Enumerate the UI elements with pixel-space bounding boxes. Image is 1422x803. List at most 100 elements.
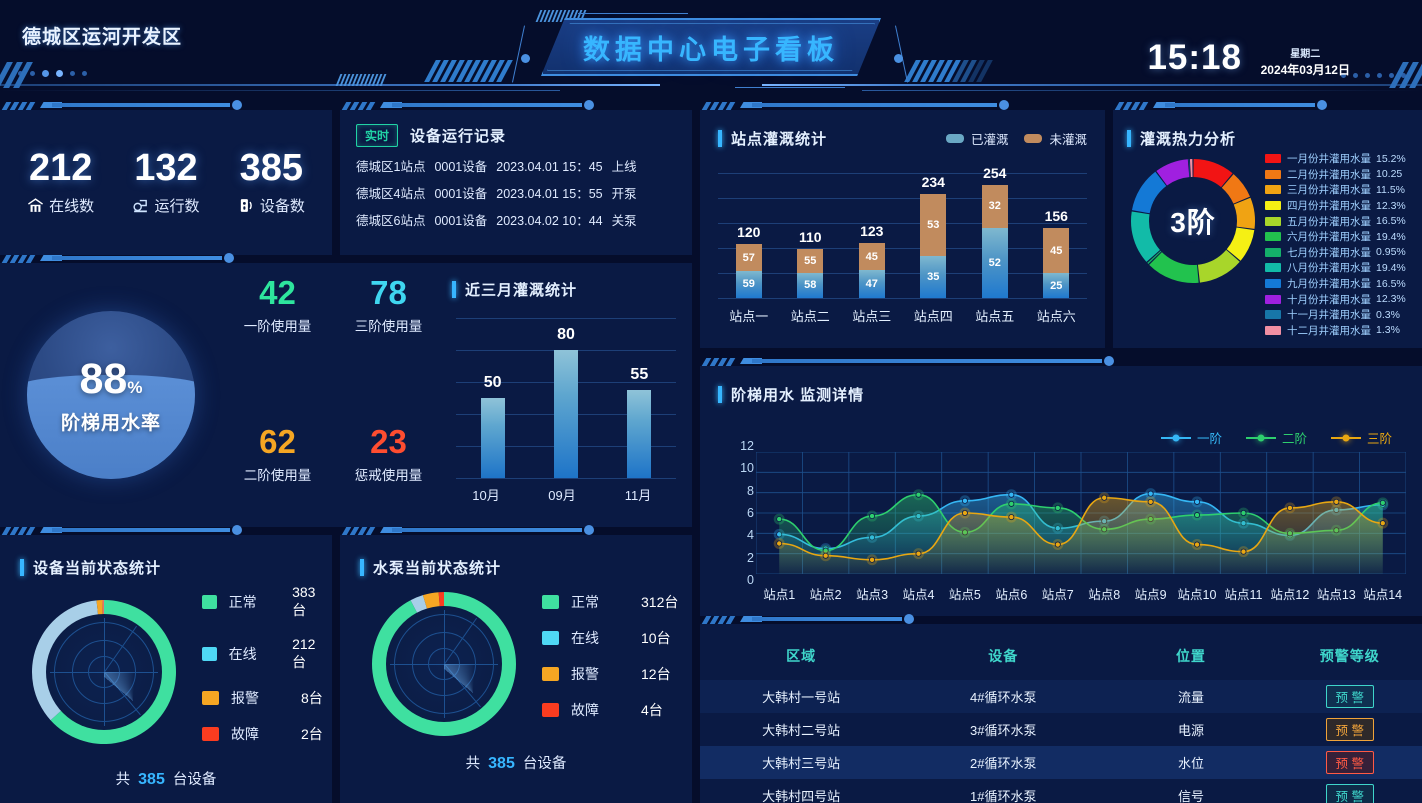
- data-point[interactable]: [1286, 504, 1293, 511]
- table-row[interactable]: 大韩村一号站 4#循环水泵 流量 预 警: [700, 680, 1422, 713]
- series-legend-二阶[interactable]: 二阶: [1245, 428, 1307, 447]
- stacked-bar[interactable]: 254 32 52: [981, 165, 1008, 298]
- series-legend-一阶[interactable]: 一阶: [1160, 428, 1222, 447]
- pump-status-title: 水泵当前状态统计: [373, 560, 502, 577]
- donut-slice[interactable]: [1149, 252, 1199, 283]
- heat-legend-row[interactable]: 七月份井灌用水量 0.95%: [1265, 245, 1406, 261]
- kpi-devices: 385 设备数: [238, 148, 305, 216]
- donut-slice[interactable]: [1193, 159, 1233, 188]
- legend-irrigated[interactable]: 已灌溉: [945, 129, 1008, 148]
- donut-slice[interactable]: [422, 592, 440, 611]
- series-area-三阶: [779, 497, 1383, 574]
- data-point[interactable]: [961, 497, 968, 504]
- donut-slice[interactable]: [1147, 250, 1162, 264]
- header-stripes-left: [424, 60, 513, 82]
- heat-title: 灌溉热力分析: [1140, 131, 1237, 148]
- data-point[interactable]: [1333, 498, 1340, 505]
- data-point[interactable]: [961, 510, 968, 517]
- donut-slice[interactable]: [1188, 159, 1191, 178]
- bar[interactable]: 55: [627, 366, 652, 478]
- heat-legend-swatch: [1265, 279, 1281, 289]
- line-chart-xlabels: 站点1 站点2 站点3 站点4 站点5 站点6 站点7 站点8 站点9 站点10 站点11 站点12 站…: [756, 584, 1406, 603]
- donut-slice[interactable]: [96, 600, 103, 617]
- bar[interactable]: 50: [480, 374, 505, 478]
- donut-slice[interactable]: [1221, 174, 1250, 204]
- data-point[interactable]: [1240, 548, 1247, 555]
- heat-legend-row[interactable]: 八月份井灌用水量 19.4%: [1265, 260, 1406, 276]
- donut-slice[interactable]: [1226, 227, 1255, 261]
- donut-slice[interactable]: [1156, 159, 1190, 186]
- stacked-bar[interactable]: 156 45 25: [1043, 208, 1070, 298]
- heat-legend-row[interactable]: 十一月井灌用水量 0.3%: [1265, 307, 1406, 323]
- legend-not-irrigated[interactable]: 未灌溉: [1024, 129, 1087, 148]
- title-mark: [718, 130, 722, 147]
- heat-legend-row[interactable]: 六月份井灌用水量 19.4%: [1265, 229, 1406, 245]
- heat-legend-value: 19.4%: [1376, 261, 1406, 274]
- donut-slice[interactable]: [102, 600, 104, 617]
- table-row[interactable]: 大韩村三号站 2#循环水泵 水位 预 警: [700, 746, 1422, 779]
- legend-value-online: 212台: [292, 636, 316, 670]
- donut-slice[interactable]: [1131, 171, 1167, 214]
- donut-slice[interactable]: [1197, 249, 1240, 283]
- data-point[interactable]: [915, 491, 922, 498]
- bar[interactable]: 80: [553, 326, 578, 478]
- data-point[interactable]: [869, 556, 876, 563]
- table-body: 大韩村一号站 4#循环水泵 流量预 警大韩村二号站 3#循环水泵 电源预 警大韩村三号站…: [700, 680, 1422, 803]
- heat-legend-row[interactable]: 二月份井灌用水量 10.25: [1265, 167, 1406, 183]
- donut-slice[interactable]: [1189, 159, 1193, 178]
- stacked-bar[interactable]: 120 57 59: [735, 224, 762, 298]
- footer-suffix: 台设备: [522, 756, 567, 772]
- data-point[interactable]: [1194, 541, 1201, 548]
- data-point[interactable]: [1008, 500, 1015, 507]
- stacked-bar[interactable]: 234 53 35: [920, 174, 947, 298]
- stacked-bar[interactable]: 123 45 47: [858, 223, 885, 298]
- mini-chart-xlabels: 10月 09月 11月: [448, 485, 676, 504]
- heat-legend-swatch: [1265, 232, 1281, 242]
- heat-legend-label: 十二月井灌用水量: [1287, 324, 1371, 337]
- donut-slice[interactable]: [1233, 197, 1255, 229]
- heat-legend-row[interactable]: 十月份井灌用水量 12.3%: [1265, 291, 1406, 307]
- data-point[interactable]: [1379, 520, 1386, 527]
- stacked-bar[interactable]: 110 55 58: [797, 229, 824, 298]
- series-legend-三阶[interactable]: 三阶: [1330, 428, 1392, 447]
- heat-legend-label: 八月份井灌用水量: [1287, 262, 1371, 275]
- data-point[interactable]: [1147, 498, 1154, 505]
- data-point[interactable]: [776, 540, 783, 547]
- data-point[interactable]: [776, 516, 783, 523]
- data-point[interactable]: [1147, 490, 1154, 497]
- table-row[interactable]: 大韩村四号站 1#循环水泵 信号 预 警: [700, 779, 1422, 803]
- heat-legend-row[interactable]: 五月份井灌用水量 16.5%: [1265, 213, 1406, 229]
- data-point[interactable]: [1008, 514, 1015, 521]
- data-point[interactable]: [1008, 491, 1015, 498]
- data-point[interactable]: [1379, 499, 1386, 506]
- log-row[interactable]: 德城区6站点 0001设备 2023.04.02 10：44 关泵: [356, 210, 678, 229]
- bar-label: 站点五: [975, 309, 1015, 324]
- data-point[interactable]: [1240, 510, 1247, 517]
- data-point[interactable]: [915, 550, 922, 557]
- donut-slice[interactable]: [50, 600, 177, 744]
- log-row[interactable]: 德城区4站点 0001设备 2023.04.01 15：55 开泵: [356, 183, 678, 202]
- heat-legend-row[interactable]: 三月份井灌用水量 11.5%: [1265, 182, 1406, 198]
- x-tick: 站点6: [995, 588, 1028, 602]
- table-row[interactable]: 大韩村二号站 3#循环水泵 电源 预 警: [700, 713, 1422, 746]
- data-point[interactable]: [1194, 498, 1201, 505]
- heat-legend-row[interactable]: 一月份井灌用水量 15.2%: [1265, 151, 1406, 167]
- data-point[interactable]: [1194, 512, 1201, 519]
- log-row[interactable]: 德城区1站点 0001设备 2023.04.01 15：45 上线: [356, 156, 678, 175]
- heat-legend-row[interactable]: 十二月井灌用水量 1.3%: [1265, 323, 1406, 339]
- data-point[interactable]: [869, 513, 876, 520]
- data-point[interactable]: [822, 552, 829, 559]
- data-point[interactable]: [1054, 504, 1061, 511]
- data-point[interactable]: [1101, 494, 1108, 501]
- heat-legend-row[interactable]: 四月份井灌用水量 12.3%: [1265, 198, 1406, 214]
- heat-legend-value: 11.5%: [1376, 183, 1405, 196]
- bar-segment-not-irrigated: 53: [920, 193, 947, 257]
- x-tick: 站点10: [1177, 588, 1217, 602]
- heat-legend-row[interactable]: 九月份井灌用水量 16.5%: [1265, 276, 1406, 292]
- gridline: [456, 318, 676, 319]
- data-point[interactable]: [1054, 541, 1061, 548]
- footer-prefix: 共: [115, 772, 131, 788]
- device-status-title: 设备当前状态统计: [33, 560, 162, 577]
- donut-slice[interactable]: [1131, 211, 1160, 262]
- donut-slice[interactable]: [438, 592, 444, 609]
